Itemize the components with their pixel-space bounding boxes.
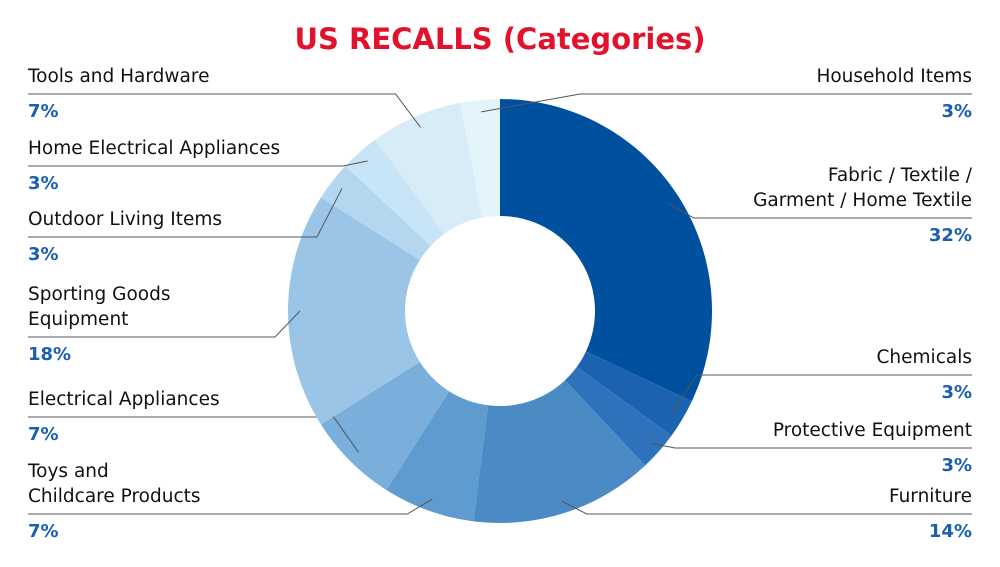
slice <box>375 102 483 235</box>
leader-line <box>28 498 433 515</box>
category-label: Household Items <box>816 66 972 87</box>
slice <box>345 139 445 246</box>
chart-title: US RECALLS (Categories) <box>294 22 706 56</box>
category-label: Fabric / Textile / Garment / Home Textil… <box>753 165 972 211</box>
leader-line <box>481 93 972 113</box>
slice <box>565 366 672 466</box>
leader-line <box>28 160 368 167</box>
leader-line <box>671 374 972 414</box>
category-label: Sporting Goods Equipment <box>28 284 171 330</box>
leader-line <box>561 500 972 515</box>
value-label: 14% <box>928 521 972 542</box>
value-label: 7% <box>28 424 59 445</box>
value-label: 32% <box>928 225 972 246</box>
value-label: 7% <box>28 521 59 542</box>
slice <box>500 99 712 402</box>
category-label: Outdoor Living Items <box>28 209 223 230</box>
value-label: 18% <box>28 344 72 365</box>
leader-line <box>668 203 972 219</box>
slice <box>460 99 500 218</box>
category-label: Home Electrical Appliances <box>28 138 281 159</box>
slice <box>576 351 692 436</box>
value-label: 3% <box>28 244 59 265</box>
value-label: 3% <box>941 382 972 403</box>
leader-line <box>28 188 343 238</box>
slice <box>288 197 420 425</box>
leader-line <box>649 442 972 449</box>
category-label: Chemicals <box>876 347 972 368</box>
category-label: Toys and Childcare Products <box>28 461 201 507</box>
value-label: 3% <box>941 101 972 122</box>
slice <box>473 380 646 523</box>
category-label: Protective Equipment <box>772 420 972 441</box>
slice <box>386 391 489 522</box>
slice <box>321 165 431 261</box>
category-label: Electrical Appliances <box>28 389 220 410</box>
leader-line <box>28 93 421 128</box>
leader-line <box>28 416 359 453</box>
leader-line <box>28 310 301 338</box>
value-label: 3% <box>941 455 972 476</box>
value-label: 7% <box>28 101 59 122</box>
category-label: Furniture <box>888 486 972 507</box>
category-label: Tools and Hardware <box>28 66 210 87</box>
value-label: 3% <box>28 173 59 194</box>
slice <box>321 361 450 490</box>
